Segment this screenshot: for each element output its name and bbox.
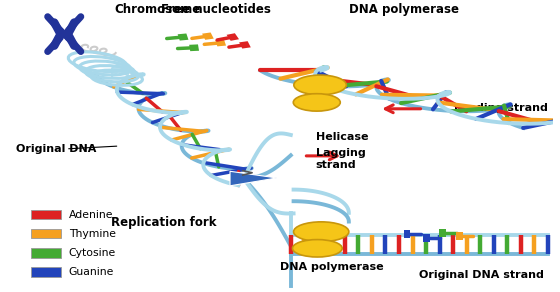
Text: DNA polymerase: DNA polymerase <box>281 263 384 272</box>
Polygon shape <box>230 171 277 186</box>
Text: Cytosine: Cytosine <box>69 248 116 258</box>
Text: Adenine: Adenine <box>69 210 113 220</box>
FancyBboxPatch shape <box>31 229 62 238</box>
Bar <box>189 44 199 51</box>
Text: Leading strand: Leading strand <box>454 103 548 113</box>
Ellipse shape <box>292 239 342 257</box>
Ellipse shape <box>293 94 340 111</box>
FancyBboxPatch shape <box>31 267 62 277</box>
FancyBboxPatch shape <box>31 248 62 258</box>
Bar <box>227 33 239 41</box>
Bar <box>404 230 410 238</box>
Bar <box>178 34 189 41</box>
Ellipse shape <box>294 75 346 95</box>
Text: Thymine: Thymine <box>69 229 116 239</box>
Bar <box>456 232 463 240</box>
Ellipse shape <box>293 222 349 241</box>
Text: Guanine: Guanine <box>69 267 114 277</box>
Text: DNA polymerase: DNA polymerase <box>349 4 459 16</box>
Text: Original DNA: Original DNA <box>16 144 96 154</box>
FancyBboxPatch shape <box>31 210 62 219</box>
Text: Helicase: Helicase <box>316 132 368 142</box>
Bar <box>440 229 446 237</box>
Text: Free nucleotides: Free nucleotides <box>161 4 271 16</box>
Text: Replication fork: Replication fork <box>111 215 217 229</box>
Text: Chromosome: Chromosome <box>114 4 200 16</box>
Bar <box>239 41 251 48</box>
Bar <box>423 234 430 242</box>
Text: Original DNA strand: Original DNA strand <box>419 270 544 280</box>
Bar <box>215 39 226 46</box>
Bar <box>202 32 214 40</box>
Text: Lagging
strand: Lagging strand <box>316 148 366 170</box>
